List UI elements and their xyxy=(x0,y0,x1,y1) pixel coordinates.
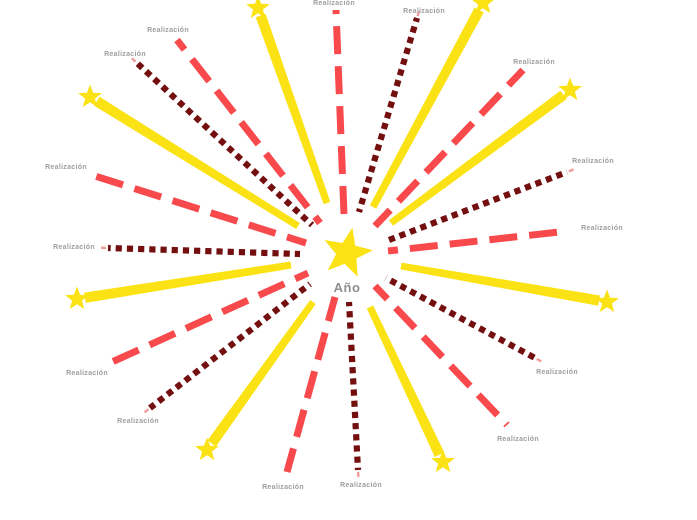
ray-solid xyxy=(369,7,484,209)
ray-tip-mark xyxy=(536,357,542,363)
ray-solid xyxy=(84,261,292,303)
star-icon xyxy=(195,437,219,461)
ray-solid xyxy=(207,300,316,447)
ray-label: Realización xyxy=(262,484,304,491)
ray-label: Realización xyxy=(572,158,614,165)
star-icon xyxy=(595,289,619,313)
ray-dotted xyxy=(134,60,315,228)
ray-dashed xyxy=(332,9,348,215)
star-icon xyxy=(472,0,494,14)
ray-label: Realización xyxy=(117,418,159,425)
ray-tip-mark xyxy=(568,168,574,173)
center-label: Año xyxy=(334,280,361,295)
ray-label: Realización xyxy=(497,436,539,443)
ray-solid xyxy=(400,262,600,306)
ray-label: Realización xyxy=(581,225,623,232)
ray-tip-mark xyxy=(143,408,150,414)
star-icon xyxy=(246,0,270,19)
ray-dashed xyxy=(387,227,569,255)
ray-solid xyxy=(388,90,567,226)
ray-label: Realización xyxy=(104,51,146,58)
ray-dotted xyxy=(387,169,569,243)
ray-dotted xyxy=(356,17,420,213)
ray-dashed xyxy=(372,67,526,229)
ray-dotted xyxy=(384,275,537,361)
ray-solid xyxy=(255,13,331,205)
ray-dashed xyxy=(110,269,310,366)
ray-label: Realización xyxy=(513,59,555,66)
ray-solid xyxy=(366,305,445,457)
ray-tip-mark xyxy=(131,57,137,63)
ray-label: Realización xyxy=(313,0,355,7)
ray-dotted xyxy=(107,244,301,258)
ray-label: Realización xyxy=(147,27,189,34)
star-icon xyxy=(558,77,582,101)
star-icon xyxy=(65,286,89,310)
ray-label: Realización xyxy=(403,8,445,15)
ray-dotted xyxy=(345,301,362,471)
ray-dashed xyxy=(93,172,308,247)
ray-label: Realización xyxy=(45,164,87,171)
ray-dashed xyxy=(283,296,339,473)
ray-tip-mark xyxy=(416,10,421,17)
ray-label: Realización xyxy=(536,369,578,376)
ray-label: Realización xyxy=(66,370,108,377)
center-star-icon xyxy=(324,227,373,277)
star-icon xyxy=(431,449,455,473)
ray-label: Realización xyxy=(53,244,95,251)
ray-dashed xyxy=(174,37,323,226)
ray-dashed xyxy=(372,283,510,428)
star-icon xyxy=(78,84,102,108)
ray-label: Realización xyxy=(340,482,382,489)
ray-solid xyxy=(94,96,300,229)
ray-dotted xyxy=(148,281,312,411)
